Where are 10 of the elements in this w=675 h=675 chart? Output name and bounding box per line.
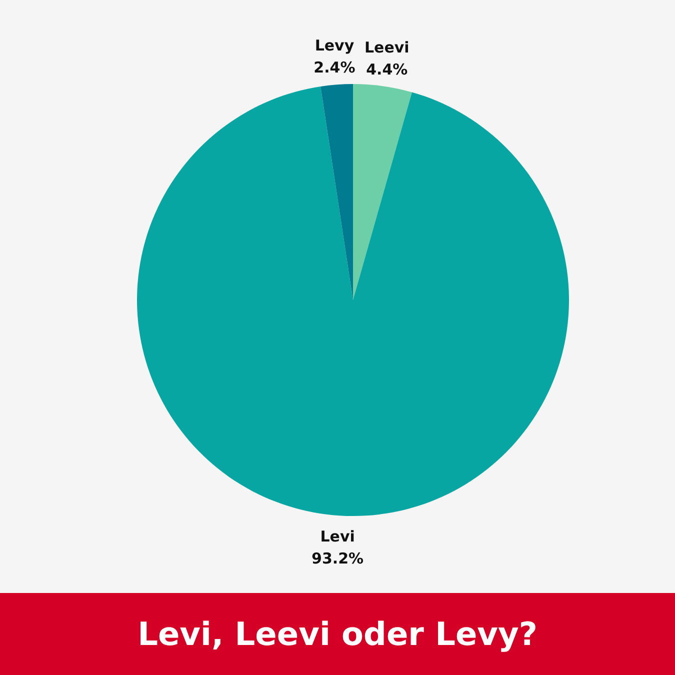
- pie-slice: [320, 84, 353, 300]
- text: Levi, Leevi oder Levy?: [138, 615, 538, 653]
- slice-label: Levy: [314, 36, 354, 55]
- slice-label: Leevi: [364, 38, 410, 56]
- pie-slice: [137, 86, 569, 516]
- pie-slice: [353, 84, 412, 300]
- data-label: 4.4%: [366, 60, 408, 78]
- slice-label: Levi: [320, 528, 355, 546]
- data-label: 93.2%: [312, 550, 364, 568]
- data-label: 2.4%: [314, 58, 356, 77]
